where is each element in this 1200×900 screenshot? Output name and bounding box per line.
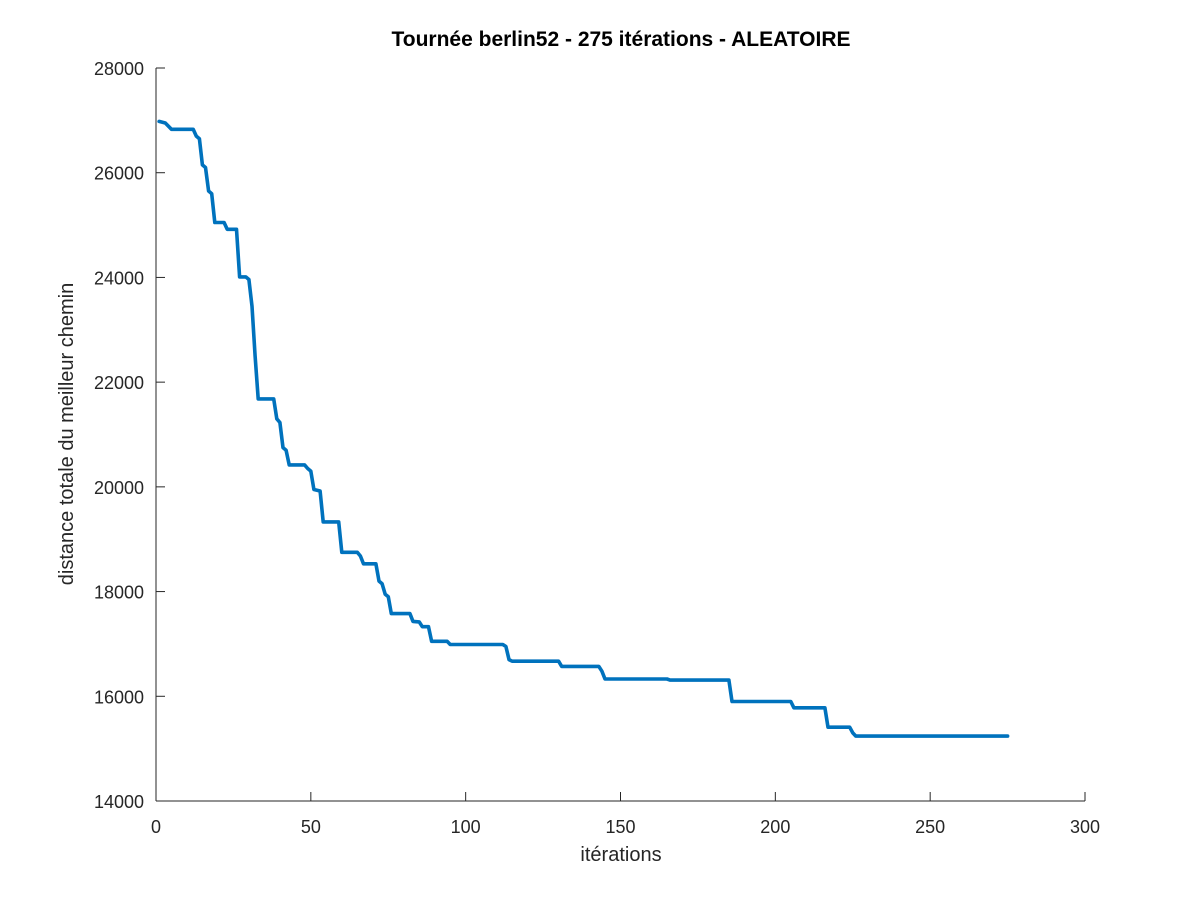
series-line bbox=[157, 119, 1010, 738]
x-tick-label: 300 bbox=[1070, 817, 1100, 837]
x-axis-label: itérations bbox=[580, 844, 661, 866]
axes bbox=[155, 68, 1085, 802]
chart-title: Tournée berlin52 - 275 itérations - ALEA… bbox=[392, 28, 851, 51]
y-tick-label: 14000 bbox=[94, 792, 144, 812]
x-tick-label: 0 bbox=[151, 817, 161, 837]
y-tick-label: 26000 bbox=[94, 164, 144, 184]
x-tick-label: 200 bbox=[760, 817, 790, 837]
y-tick-label: 18000 bbox=[94, 583, 144, 603]
series-layer bbox=[157, 119, 1010, 738]
y-tick-label: 24000 bbox=[94, 268, 144, 288]
x-tick-label: 100 bbox=[451, 817, 481, 837]
y-tick-label: 28000 bbox=[94, 59, 144, 79]
y-axis-label: distance totale du meilleur chemin bbox=[56, 283, 78, 585]
x-ticks: 0 50 100 150 200 250 300 bbox=[151, 792, 1100, 837]
x-tick-label: 150 bbox=[605, 817, 635, 837]
y-tick-label: 16000 bbox=[94, 687, 144, 707]
y-tick-label: 22000 bbox=[94, 373, 144, 393]
y-ticks: 14000 16000 18000 20000 22000 24000 26000 28000 bbox=[94, 59, 165, 812]
y-tick-label: 20000 bbox=[94, 478, 144, 498]
x-tick-label: 250 bbox=[915, 817, 945, 837]
x-tick-label: 50 bbox=[301, 817, 321, 837]
